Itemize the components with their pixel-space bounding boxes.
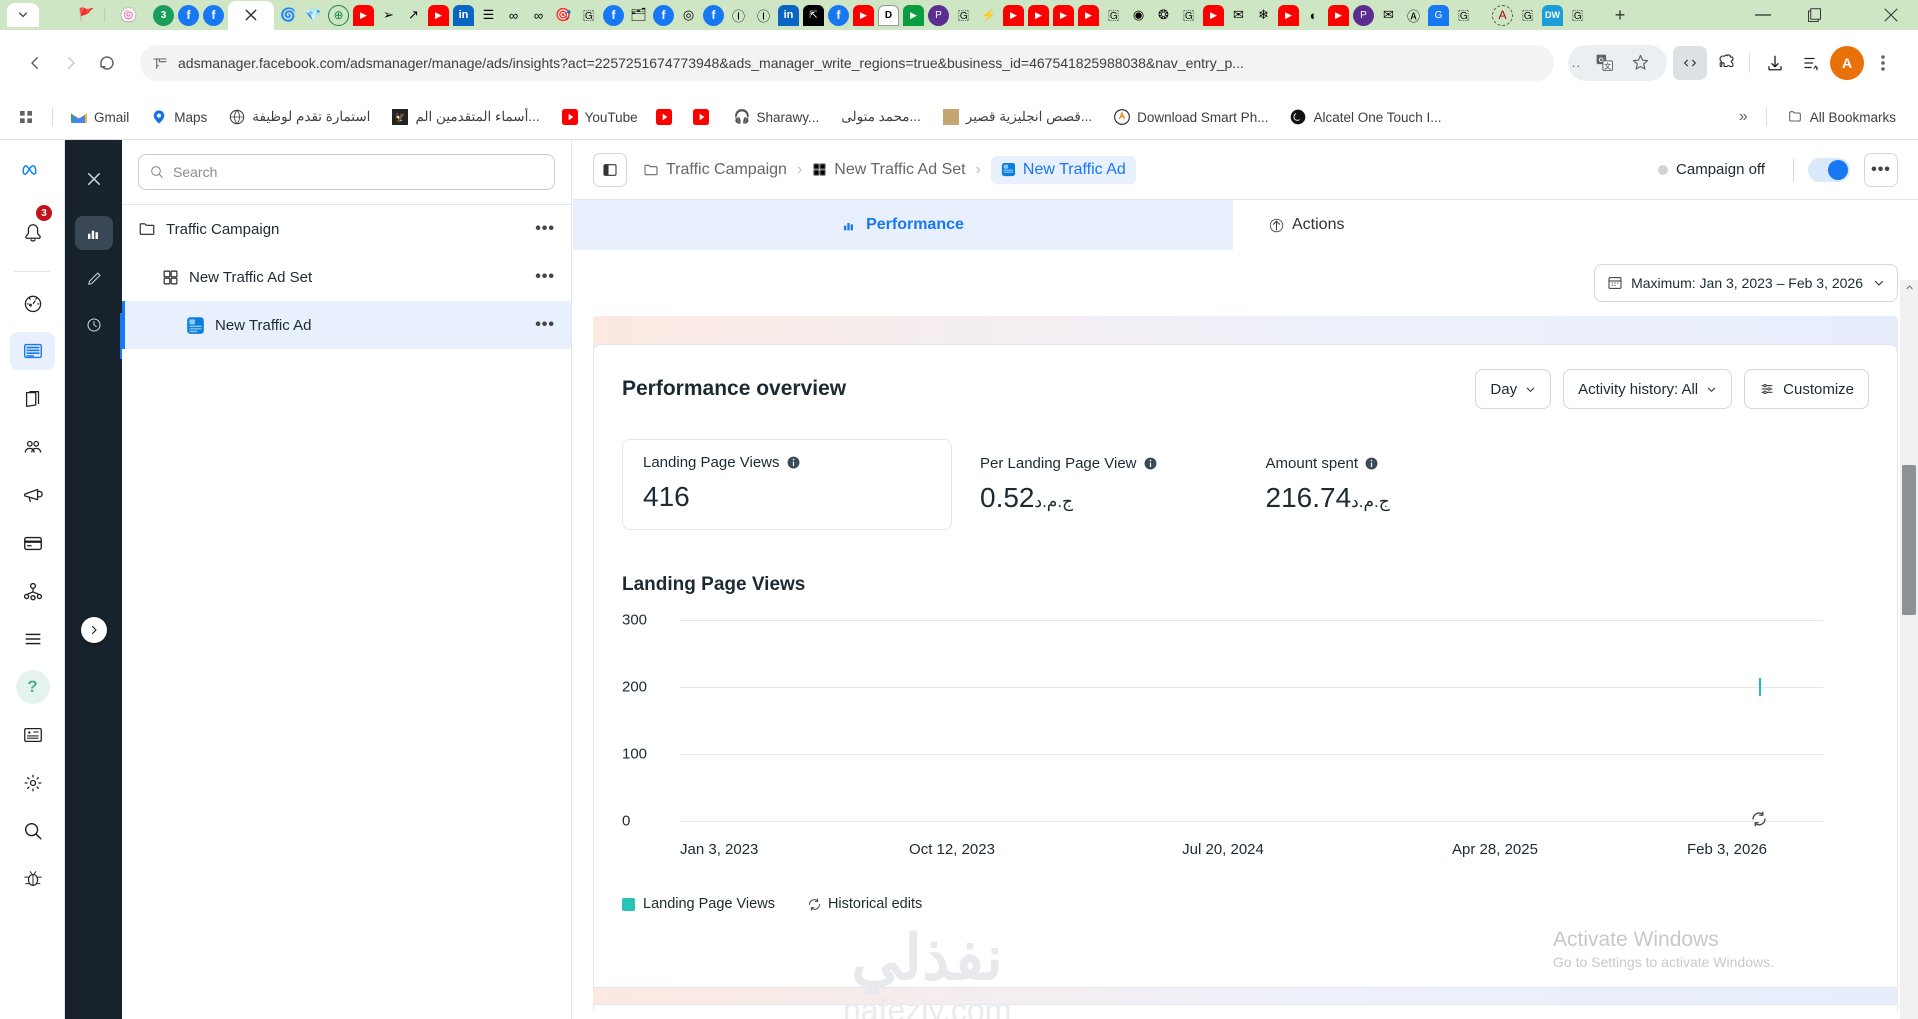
- svg-text:文: 文: [1604, 61, 1611, 70]
